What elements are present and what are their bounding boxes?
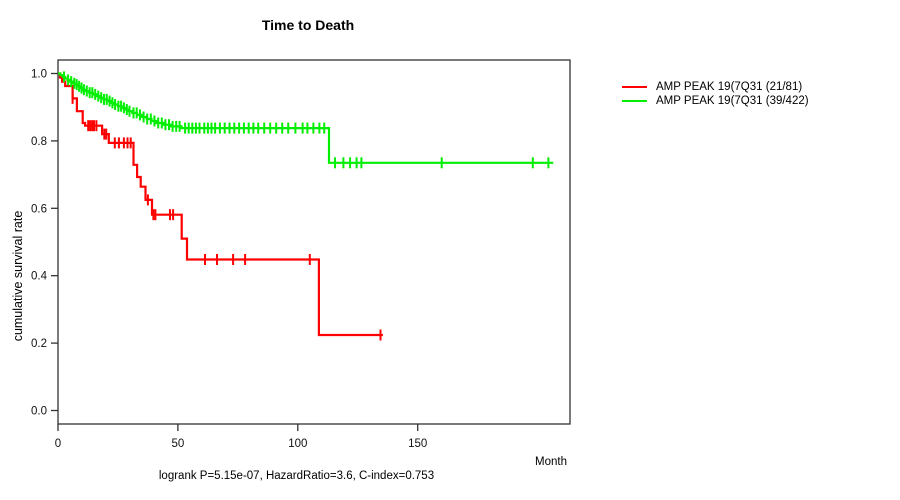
survival-curve-2 [58,72,554,164]
x-tick-label: 100 [288,438,307,450]
x-tick-label: 50 [172,438,185,450]
stats-annotation: logrank P=5.15e-07, HazardRatio=3.6, C-i… [158,470,435,482]
legend-line-green-icon [622,99,647,103]
legend-label-group1: AMP PEAK 19(7Q31 (21/81) [656,81,803,93]
y-tick-label: 0.6 [31,203,47,215]
survival-curve-1 [58,72,383,337]
chart-title: Time to Death [261,17,355,33]
x-axis-label: Month [535,456,567,468]
legend: AMP PEAK 19(7Q31 (21/81) AMP PEAK 19(7Q3… [622,80,809,108]
y-axis-label: cumulative survival rate [11,210,25,342]
x-tick-label: 150 [408,438,427,450]
legend-line-red-icon [622,85,647,89]
legend-item-group1: AMP PEAK 19(7Q31 (21/81) [622,80,809,94]
x-tick-label: 0 [55,438,61,450]
plot-box [57,59,571,425]
legend-item-group2: AMP PEAK 19(7Q31 (39/422) [622,94,809,108]
y-tick-label: 0.8 [31,136,47,148]
y-tick-label: 0.4 [31,271,48,283]
y-tick-label: 0.0 [31,406,47,418]
y-tick-label: 0.2 [31,338,47,350]
legend-label-group2: AMP PEAK 19(7Q31 (39/422) [656,95,809,107]
y-tick-label: 1.0 [31,69,47,81]
